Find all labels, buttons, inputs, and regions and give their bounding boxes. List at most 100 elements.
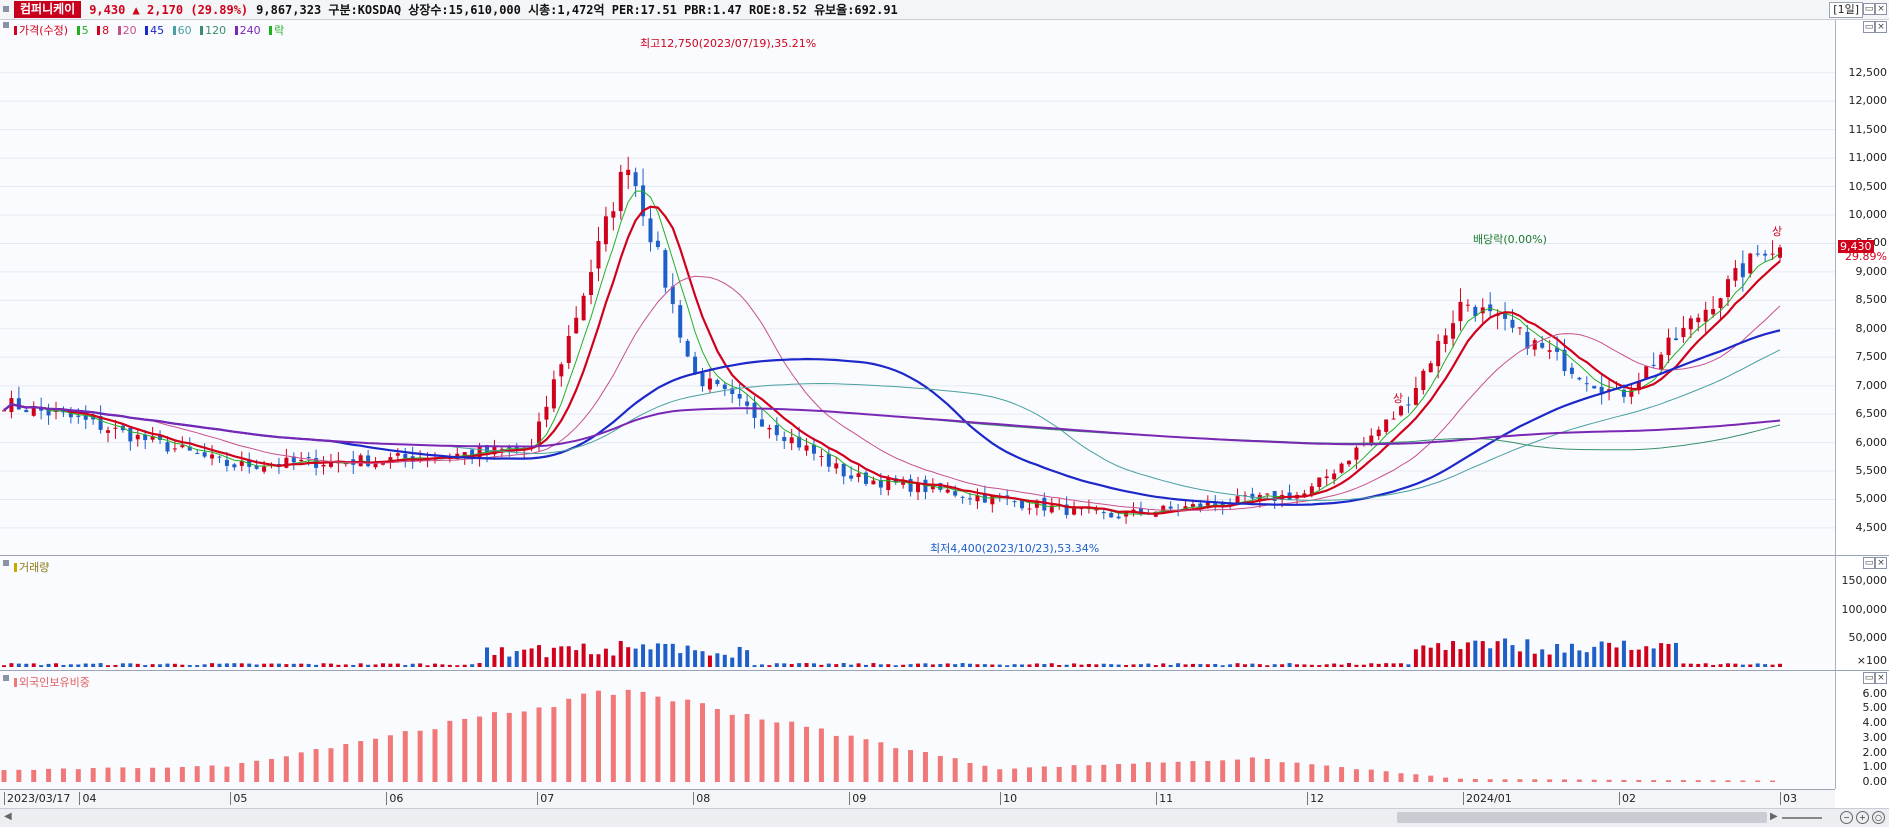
candle-body xyxy=(1443,335,1448,345)
candle-body xyxy=(938,483,943,490)
zoom-slider-icon[interactable] xyxy=(1782,817,1822,819)
volume-bar xyxy=(106,665,111,667)
x-axis-date-label: 12 xyxy=(1307,792,1324,805)
candle-body xyxy=(878,480,883,488)
x-axis-date-label: 10 xyxy=(1000,792,1017,805)
foreign-ratio-bar xyxy=(1517,779,1523,782)
volume-bar xyxy=(1644,646,1649,667)
foreign-panel-restore-icon[interactable]: ▭ xyxy=(1863,672,1875,684)
candle-body xyxy=(1317,477,1322,487)
volume-bar xyxy=(849,664,854,667)
foreign-ownership-svg[interactable] xyxy=(0,671,1835,789)
foreign-ownership-panel[interactable]: 외국인보유비중 xyxy=(0,671,1835,789)
chart-scrollbar[interactable]: ◀ ▶ − + ○ xyxy=(0,808,1889,827)
foreign-ratio-bar xyxy=(1591,779,1597,782)
volume-panel-restore-icon[interactable]: ▭ xyxy=(1863,557,1875,569)
restore-icon[interactable]: ▭ xyxy=(1863,3,1875,15)
candle-body xyxy=(1109,512,1114,518)
volume-bar xyxy=(1198,664,1203,667)
foreign-ratio-bar xyxy=(670,701,676,782)
volume-bar xyxy=(165,663,170,667)
volume-bar xyxy=(1540,649,1545,667)
price-panel-close-icon[interactable]: × xyxy=(1875,21,1887,33)
foreign-ratio-bar xyxy=(1026,767,1032,782)
x-axis-date-label: 04 xyxy=(79,792,96,805)
foreign-ratio-bar xyxy=(1160,762,1166,782)
volume-bar xyxy=(1532,653,1537,667)
volume-bar xyxy=(618,641,623,667)
foreign-ratio-bar xyxy=(1428,775,1434,782)
zoom-reset-icon[interactable]: ○ xyxy=(1872,811,1885,824)
candle-body xyxy=(1465,304,1470,306)
volume-square-icon[interactable] xyxy=(3,560,9,566)
volume-bar xyxy=(1666,643,1671,667)
volume-bar xyxy=(91,663,96,667)
volume-bar xyxy=(24,663,29,667)
volume-bar xyxy=(893,665,898,667)
price-chart-svg[interactable] xyxy=(0,20,1835,555)
scroll-right-icon[interactable]: ▶ xyxy=(1770,811,1778,822)
volume-bar xyxy=(1324,664,1329,667)
foreign-ratio-bar xyxy=(150,767,156,782)
volume-bar xyxy=(1094,664,1099,667)
volume-bar xyxy=(1562,652,1567,667)
candle-body xyxy=(1458,301,1463,322)
volume-bar xyxy=(589,654,594,667)
price-chart-panel[interactable]: 가격(수정) 5 8 20 45 60 120 240 락 최고12,750(2… xyxy=(0,20,1835,555)
candle-body xyxy=(559,364,564,377)
volume-bar xyxy=(395,663,400,667)
close-icon[interactable]: × xyxy=(1875,3,1887,15)
volume-bar xyxy=(1079,664,1084,667)
foreign-panel-close-icon[interactable]: × xyxy=(1875,672,1887,684)
volume-bar xyxy=(1458,649,1463,667)
foreign-ratio-bar xyxy=(506,712,512,782)
foreign-square-icon[interactable] xyxy=(3,675,9,681)
volume-bar xyxy=(1205,664,1210,667)
zoom-out-icon[interactable]: − xyxy=(1840,811,1853,824)
volume-bar xyxy=(1183,664,1188,667)
zoom-in-icon[interactable]: + xyxy=(1856,811,1869,824)
volume-bar xyxy=(1733,663,1738,667)
scroll-thumb[interactable] xyxy=(1397,812,1767,823)
volume-bar xyxy=(537,645,542,667)
candle-body xyxy=(1324,476,1329,479)
volume-bar xyxy=(1577,650,1582,667)
volume-bar xyxy=(752,665,757,667)
foreign-ratio-bar xyxy=(997,769,1003,782)
volume-bar xyxy=(68,664,73,667)
volume-bar xyxy=(1584,652,1589,667)
volume-bar xyxy=(180,664,185,667)
volume-bar xyxy=(1510,645,1515,667)
volume-bar xyxy=(366,664,371,667)
menu-square-icon[interactable] xyxy=(3,6,9,12)
candle-body xyxy=(1347,460,1352,465)
candle-body xyxy=(1116,516,1121,519)
legend-ma20: 20 xyxy=(122,24,137,37)
candle-body xyxy=(76,415,81,417)
volume-bar xyxy=(54,663,59,667)
volume-panel-close-icon[interactable]: × xyxy=(1875,557,1887,569)
stock-name[interactable]: 컴퍼니케이 xyxy=(14,1,82,18)
volume-panel[interactable]: 거래량 xyxy=(0,556,1835,670)
volume-bar xyxy=(499,647,504,667)
price-panel-restore-icon[interactable]: ▭ xyxy=(1863,21,1875,33)
period-button[interactable]: [1일] xyxy=(1829,2,1863,18)
stock-info-bar: 컴퍼니케이 9,430 ▲ 2,170 (29.89%) 9,867,323 구… xyxy=(0,0,1889,20)
candle-body xyxy=(217,456,222,458)
candle-body xyxy=(328,460,333,467)
candle-body xyxy=(403,453,408,458)
foreign-ratio-bar xyxy=(804,726,810,782)
foreign-ratio-bar xyxy=(90,768,96,782)
volume-bar xyxy=(1525,639,1530,667)
volume-bar xyxy=(440,664,445,667)
scroll-left-icon[interactable]: ◀ xyxy=(4,811,12,822)
candle-body xyxy=(722,384,727,389)
candle-body xyxy=(1525,331,1530,349)
candle-body xyxy=(1517,327,1522,329)
panel-square-icon[interactable] xyxy=(3,22,9,28)
volume-bar xyxy=(1711,664,1716,667)
candle-body xyxy=(470,449,475,457)
volume-bar xyxy=(150,664,155,667)
volume-bar xyxy=(1659,643,1664,667)
volume-chart-svg[interactable] xyxy=(0,556,1835,670)
